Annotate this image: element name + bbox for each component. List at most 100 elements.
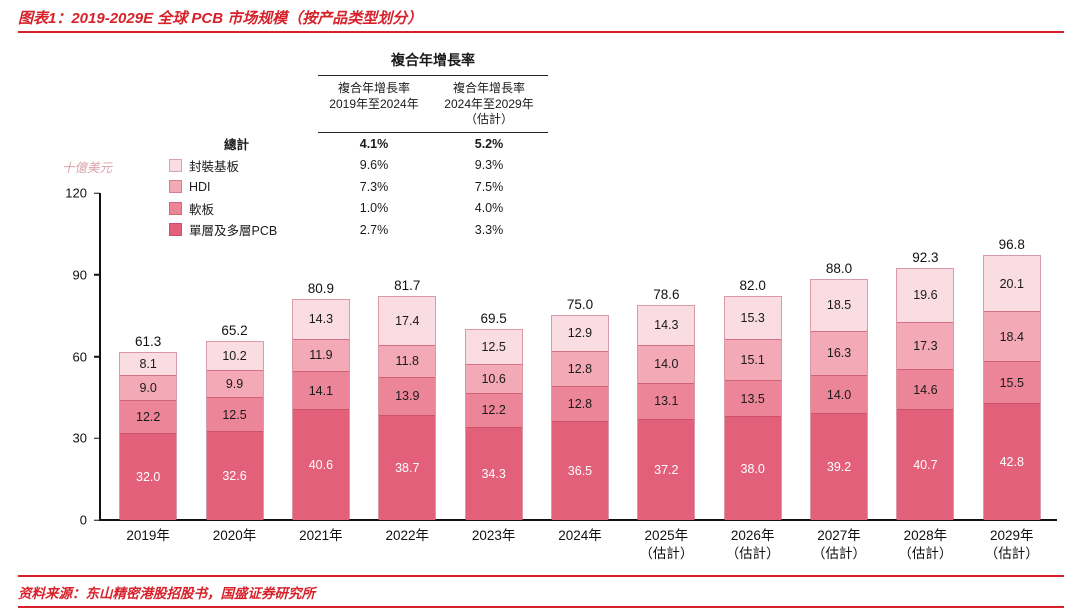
bar-total-label: 65.2 bbox=[221, 323, 248, 339]
bar-stack: 20.1 18.4 15.5 42.8 bbox=[982, 255, 1041, 520]
legend-label-hdi: HDI bbox=[189, 179, 211, 194]
bar-stack: 12.5 10.6 12.2 34.3 bbox=[464, 329, 523, 520]
bar-total-label: 96.8 bbox=[998, 237, 1025, 253]
bar-segment: 15.1 bbox=[724, 338, 781, 380]
bar-segment: 14.6 bbox=[897, 369, 954, 410]
x-axis-label: 2022年 bbox=[385, 528, 430, 543]
legend-label-single-multi: 單層及多層PCB bbox=[189, 224, 278, 239]
title-divider bbox=[18, 31, 1064, 33]
legend-label-substrate: 封裝基板 bbox=[189, 159, 240, 174]
cagr-row-total-val2: 5.2% bbox=[474, 136, 504, 151]
x-axis-label: 2029年 （估計） bbox=[984, 528, 1039, 561]
legend-swatch-flex bbox=[169, 201, 182, 215]
bar-stack: 17.4 11.8 13.9 38.7 bbox=[378, 296, 437, 520]
bar-stack: 19.6 17.3 14.6 40.7 bbox=[896, 267, 955, 520]
footer-divider-top bbox=[18, 575, 1064, 577]
cagr-row-flex-val1: 1.0% bbox=[359, 201, 389, 216]
bar-segment: 18.5 bbox=[811, 280, 868, 331]
bar-segment: 17.4 bbox=[379, 297, 436, 345]
y-axis-unit-label: 十億美元 bbox=[62, 161, 113, 175]
cagr-row-total-val1: 4.1% bbox=[359, 136, 389, 151]
cagr-spacer bbox=[155, 50, 318, 76]
bar-group: 75.0 12.9 12.8 12.8 36.5 2024年 bbox=[537, 296, 623, 543]
bar-segment: 12.2 bbox=[465, 393, 522, 427]
cagr-col-header-2: 複合年增長率 2024年至2029年 （估計） bbox=[430, 76, 548, 133]
bar-total-label: 78.6 bbox=[653, 286, 680, 302]
cagr-table-title: 複合年增長率 bbox=[318, 50, 548, 76]
bar-total-label: 88.0 bbox=[825, 261, 853, 277]
bar-group: 78.6 14.3 14.0 13.1 37.2 2025年 （估計） bbox=[623, 286, 709, 561]
bar-segment: 14.1 bbox=[292, 370, 349, 410]
x-axis-label: 2023年 bbox=[471, 528, 516, 543]
y-tick-label: 90 bbox=[72, 267, 87, 283]
bar-stack: 18.5 16.3 14.0 39.2 bbox=[810, 279, 869, 520]
bar-total-label: 82.0 bbox=[739, 277, 766, 293]
bar-group: 80.9 14.3 11.9 14.1 40.6 2021年 bbox=[278, 281, 364, 543]
y-tick-label: 30 bbox=[72, 430, 87, 446]
y-tick-label: 0 bbox=[79, 512, 87, 528]
y-tick-mark bbox=[94, 519, 100, 521]
bar-segment: 12.2 bbox=[120, 399, 177, 433]
bar-segment: 12.8 bbox=[551, 385, 608, 421]
x-axis-label: 2021年 bbox=[299, 528, 343, 543]
cagr-table: 複合年增長率 複合年增長率 2019年至2024年 複合年增長率 2024年至2… bbox=[155, 50, 548, 240]
bar-stack: 14.3 14.0 13.1 37.2 bbox=[637, 304, 696, 520]
bar-total-label: 69.5 bbox=[480, 311, 507, 327]
bar-segment: 9.9 bbox=[206, 370, 263, 398]
bar-segment: 15.3 bbox=[724, 296, 781, 339]
legend-swatch-substrate bbox=[169, 158, 182, 172]
bar-segment: 12.5 bbox=[465, 330, 522, 365]
bar-group: 81.7 17.4 11.8 13.9 38.7 2022年 bbox=[364, 278, 450, 543]
bar-stack: 15.3 15.1 13.5 38.0 bbox=[723, 295, 782, 520]
cagr-row-substrate-val1: 9.6% bbox=[359, 158, 389, 173]
bar-segment: 12.5 bbox=[206, 397, 263, 432]
bar-segment: 39.2 bbox=[811, 413, 868, 520]
bar-total-label: 75.0 bbox=[566, 296, 594, 312]
bar-segment: 36.5 bbox=[551, 420, 608, 520]
legend-swatch-hdi bbox=[169, 180, 182, 194]
y-tick-label: 120 bbox=[65, 185, 87, 201]
legend-item-hdi: HDI bbox=[155, 176, 318, 198]
y-axis-line bbox=[99, 193, 101, 520]
bar-segment: 16.3 bbox=[811, 330, 868, 376]
bars: 61.3 8.1 9.0 12.2 32.0 2019年 65.2 10.2 9.9 12.5 32… bbox=[105, 193, 1055, 561]
bar-stack: 12.9 12.8 12.8 36.5 bbox=[550, 314, 609, 520]
bar-segment: 37.2 bbox=[638, 418, 695, 520]
y-tick-mark bbox=[94, 355, 100, 358]
legend-item-substrate: 封裝基板 bbox=[155, 154, 318, 176]
x-axis-label: 2027年 （估計） bbox=[812, 528, 867, 561]
x-axis-label: 2024年 bbox=[558, 528, 602, 543]
bar-segment: 15.5 bbox=[983, 361, 1040, 404]
bar-segment: 40.6 bbox=[292, 409, 349, 520]
bar-segment: 14.0 bbox=[638, 344, 695, 383]
y-tick-mark bbox=[94, 274, 100, 276]
bar-segment: 14.0 bbox=[811, 375, 868, 414]
bar-segment: 42.8 bbox=[983, 403, 1040, 520]
bar-group: 82.0 15.3 15.1 13.5 38.0 2026年 （估計） bbox=[710, 277, 796, 561]
cagr-col-header-1: 複合年增長率 2019年至2024年 bbox=[318, 76, 430, 133]
y-tick-mark bbox=[94, 437, 100, 439]
x-axis-line bbox=[99, 519, 1057, 521]
legend-swatch-single-multi bbox=[169, 223, 182, 237]
y-tick-mark bbox=[94, 192, 100, 194]
bar-segment: 14.3 bbox=[638, 305, 695, 345]
cagr-row-total-label: 總計 bbox=[223, 138, 249, 153]
bar-group: 92.3 19.6 17.3 14.6 40.7 2028年 （估計） bbox=[882, 250, 968, 561]
bar-segment: 38.7 bbox=[379, 414, 436, 520]
cagr-row-flex-val2: 4.0% bbox=[474, 201, 504, 216]
bar-segment: 14.3 bbox=[292, 299, 349, 339]
bar-group: 88.0 18.5 16.3 14.0 39.2 2027年 （估計） bbox=[796, 261, 882, 561]
bar-segment: 38.0 bbox=[724, 416, 781, 520]
bar-segment: 17.3 bbox=[897, 322, 954, 370]
x-axis-label: 2020年 bbox=[212, 528, 257, 543]
bar-segment: 11.9 bbox=[292, 338, 349, 371]
cagr-spacer bbox=[155, 76, 318, 133]
bar-segment: 10.2 bbox=[206, 342, 263, 371]
bar-segment: 32.0 bbox=[120, 432, 177, 520]
bar-total-label: 81.7 bbox=[394, 278, 421, 294]
legend-item-single-multi: 單層及多層PCB bbox=[155, 219, 318, 241]
cagr-row-hdi-val2: 7.5% bbox=[474, 179, 504, 194]
x-axis-label: 2019年 bbox=[126, 528, 170, 543]
bar-segment: 10.6 bbox=[465, 364, 522, 394]
cagr-row-single-multi-val1: 2.7% bbox=[359, 222, 389, 237]
